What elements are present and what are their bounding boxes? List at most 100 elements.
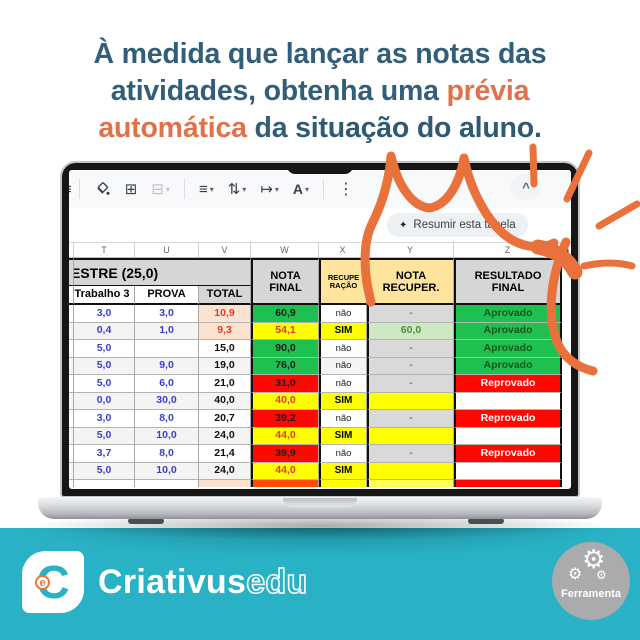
cell-z-1[interactable]: Aprovado xyxy=(454,305,562,323)
cell-y-8[interactable] xyxy=(367,427,454,445)
cell-z-4[interactable]: Aprovado xyxy=(454,357,562,375)
headline: À medida que lançar as notas das ativida… xyxy=(0,36,640,147)
row-strip-2 xyxy=(69,322,74,340)
cell-t-2[interactable]: 0,4 xyxy=(74,322,135,340)
cell-y-3[interactable]: - xyxy=(367,340,454,358)
text-wrapping-icon[interactable]: ↦ ▾ xyxy=(260,181,279,198)
cell-y-7[interactable]: - xyxy=(367,410,454,428)
cell-z-10[interactable] xyxy=(454,462,562,480)
cell-t-4[interactable]: 5,0 xyxy=(74,357,135,375)
sparkle-icon: ✦ xyxy=(399,219,408,231)
cell-v-3[interactable]: 15,0 xyxy=(199,340,251,358)
horizontal-align-icon[interactable]: ≡ ▾ xyxy=(198,180,214,198)
summarize-table-button[interactable]: ✦ Resumir esta tabela xyxy=(387,213,528,237)
borders-icon[interactable]: ⊞ xyxy=(124,181,138,198)
cell-w-1[interactable]: 60,9 xyxy=(251,305,319,323)
more-options-icon[interactable]: ⋮ xyxy=(338,181,355,198)
cell-t-5[interactable]: 5,0 xyxy=(74,375,135,393)
cell-v-10[interactable]: 24,0 xyxy=(199,462,251,480)
cell-y-1[interactable]: - xyxy=(367,305,454,323)
cell-w-2[interactable]: 54,1 xyxy=(251,322,319,340)
cell-w-8[interactable]: 44,0 xyxy=(251,427,319,445)
scroll-marker[interactable]: ◂ xyxy=(562,242,571,258)
column-header-z[interactable]: Z xyxy=(454,242,562,258)
partial-row[interactable] xyxy=(135,480,199,487)
cell-u-3[interactable] xyxy=(135,340,199,358)
cell-v-1[interactable]: 10,9 xyxy=(199,305,251,323)
column-header-t[interactable]: T xyxy=(74,242,135,258)
partial-row[interactable] xyxy=(74,480,135,487)
cell-x-2[interactable]: SIM xyxy=(319,322,367,340)
cell-w-7[interactable]: 39,2 xyxy=(251,410,319,428)
cell-v-6[interactable]: 40,0 xyxy=(199,392,251,410)
cell-x-10[interactable]: SIM xyxy=(319,462,367,480)
fill-color-icon[interactable] xyxy=(87,181,118,198)
cell-t-7[interactable]: 3,0 xyxy=(74,410,135,428)
partial-row[interactable] xyxy=(367,480,454,487)
column-header-u[interactable]: U xyxy=(135,242,199,258)
cell-u-5[interactable]: 6,0 xyxy=(135,375,199,393)
cell-t-10[interactable]: 5,0 xyxy=(74,462,135,480)
column-header-x[interactable]: X xyxy=(319,242,367,258)
vertical-align-icon[interactable]: ⇅ ▾ xyxy=(227,181,247,198)
cell-w-3[interactable]: 90,0 xyxy=(251,340,319,358)
cell-v-5[interactable]: 21,0 xyxy=(199,375,251,393)
cell-y-2[interactable]: 60,0 xyxy=(367,322,454,340)
cell-t-3[interactable]: 5,0 xyxy=(74,340,135,358)
cell-u-7[interactable]: 8,0 xyxy=(135,410,199,428)
cell-t-8[interactable]: 5,0 xyxy=(74,427,135,445)
cell-z-5[interactable]: Reprovado xyxy=(454,375,562,393)
cell-w-6[interactable]: 40,0 xyxy=(251,392,319,410)
cell-x-8[interactable]: SIM xyxy=(319,427,367,445)
cell-w-10[interactable]: 44,0 xyxy=(251,462,319,480)
cell-z-7[interactable]: Reprovado xyxy=(454,410,562,428)
cell-z-6[interactable] xyxy=(454,392,562,410)
cell-z-2[interactable]: Aprovado xyxy=(454,322,562,340)
cell-t-1[interactable]: 3,0 xyxy=(74,305,135,323)
cell-u-2[interactable]: 1,0 xyxy=(135,322,199,340)
cell-u-9[interactable]: 8,0 xyxy=(135,445,199,463)
cell-u-10[interactable]: 10,0 xyxy=(135,462,199,480)
cell-w-4[interactable]: 76,0 xyxy=(251,357,319,375)
cell-x-4[interactable]: não xyxy=(319,357,367,375)
cell-x-5[interactable]: não xyxy=(319,375,367,393)
cell-x-6[interactable]: SIM xyxy=(319,392,367,410)
cell-u-8[interactable]: 10,0 xyxy=(135,427,199,445)
cell-u-1[interactable]: 3,0 xyxy=(135,305,199,323)
cell-y-6[interactable] xyxy=(367,392,454,410)
column-header-v[interactable]: V xyxy=(199,242,251,258)
logo-letter-c: C xyxy=(36,556,70,608)
cell-y-9[interactable]: - xyxy=(367,445,454,463)
cell-t-9[interactable]: 3,7 xyxy=(74,445,135,463)
cell-v-4[interactable]: 19,0 xyxy=(199,357,251,375)
cell-z-9[interactable]: Reprovado xyxy=(454,445,562,463)
cell-t-6[interactable]: 0,0 xyxy=(74,392,135,410)
collapse-toolbar-button[interactable]: ^ xyxy=(511,174,541,200)
partial-row[interactable] xyxy=(251,480,319,487)
cell-z-8[interactable] xyxy=(454,427,562,445)
cell-z-3[interactable]: Aprovado xyxy=(454,340,562,358)
text-rotation-icon[interactable]: A ▾ xyxy=(292,181,310,197)
cell-u-4[interactable]: 9,0 xyxy=(135,357,199,375)
column-header-y[interactable]: Y xyxy=(367,242,454,258)
cell-w-9[interactable]: 39,9 xyxy=(251,445,319,463)
cell-v-8[interactable]: 24,0 xyxy=(199,427,251,445)
header-group-strip xyxy=(69,258,74,286)
cell-v-7[interactable]: 20,7 xyxy=(199,410,251,428)
merge-cells-icon[interactable]: ⊟ ▾ xyxy=(151,181,170,198)
cell-u-6[interactable]: 30,0 xyxy=(135,392,199,410)
cell-x-7[interactable]: não xyxy=(319,410,367,428)
partial-row[interactable] xyxy=(319,480,367,487)
cell-w-5[interactable]: 31,0 xyxy=(251,375,319,393)
cell-y-4[interactable]: - xyxy=(367,357,454,375)
cell-v-2[interactable]: 9,3 xyxy=(199,322,251,340)
cell-x-1[interactable]: não xyxy=(319,305,367,323)
cell-x-9[interactable]: não xyxy=(319,445,367,463)
cell-y-5[interactable]: - xyxy=(367,375,454,393)
cell-y-10[interactable] xyxy=(367,462,454,480)
partial-row[interactable] xyxy=(454,480,562,487)
cell-x-3[interactable]: não xyxy=(319,340,367,358)
column-header-w[interactable]: W xyxy=(251,242,319,258)
partial-row[interactable] xyxy=(199,480,251,487)
cell-v-9[interactable]: 21,4 xyxy=(199,445,251,463)
